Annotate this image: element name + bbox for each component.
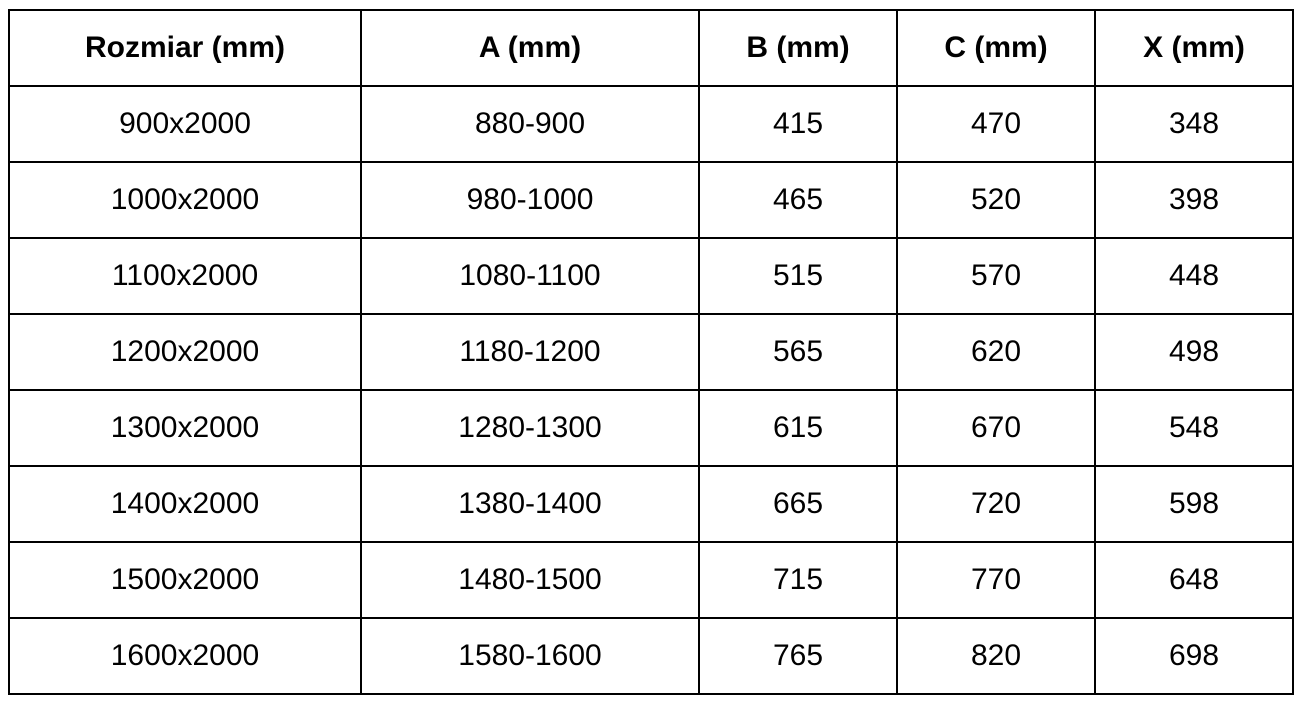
header-size: Rozmiar (mm) xyxy=(8,9,362,87)
table-row: 1600x2000 1580-1600 765 820 698 xyxy=(8,617,1294,695)
header-x: X (mm) xyxy=(1094,9,1294,87)
table-row: 1300x2000 1280-1300 615 670 548 xyxy=(8,389,1294,467)
cell-size: 1600x2000 xyxy=(8,617,362,695)
cell-x: 648 xyxy=(1094,541,1294,619)
cell-a: 980-1000 xyxy=(360,161,700,239)
cell-a: 1580-1600 xyxy=(360,617,700,695)
table-row: 1100x2000 1080-1100 515 570 448 xyxy=(8,237,1294,315)
cell-b: 415 xyxy=(698,85,898,163)
cell-b: 765 xyxy=(698,617,898,695)
cell-b: 715 xyxy=(698,541,898,619)
cell-c: 520 xyxy=(896,161,1096,239)
cell-x: 698 xyxy=(1094,617,1294,695)
cell-x: 598 xyxy=(1094,465,1294,543)
cell-b: 565 xyxy=(698,313,898,391)
cell-c: 620 xyxy=(896,313,1096,391)
table-row: 1400x2000 1380-1400 665 720 598 xyxy=(8,465,1294,543)
cell-c: 570 xyxy=(896,237,1096,315)
cell-x: 448 xyxy=(1094,237,1294,315)
table-row: 1000x2000 980-1000 465 520 398 xyxy=(8,161,1294,239)
cell-a: 1280-1300 xyxy=(360,389,700,467)
dimensions-table: Rozmiar (mm) A (mm) B (mm) C (mm) X (mm)… xyxy=(8,9,1294,695)
cell-a: 1380-1400 xyxy=(360,465,700,543)
cell-x: 348 xyxy=(1094,85,1294,163)
header-a: A (mm) xyxy=(360,9,700,87)
cell-size: 1100x2000 xyxy=(8,237,362,315)
cell-c: 820 xyxy=(896,617,1096,695)
cell-x: 398 xyxy=(1094,161,1294,239)
cell-a: 1080-1100 xyxy=(360,237,700,315)
cell-b: 465 xyxy=(698,161,898,239)
table-row: 1500x2000 1480-1500 715 770 648 xyxy=(8,541,1294,619)
cell-c: 720 xyxy=(896,465,1096,543)
cell-a: 880-900 xyxy=(360,85,700,163)
header-c: C (mm) xyxy=(896,9,1096,87)
cell-c: 670 xyxy=(896,389,1096,467)
table-row: 900x2000 880-900 415 470 348 xyxy=(8,85,1294,163)
cell-x: 548 xyxy=(1094,389,1294,467)
cell-size: 1200x2000 xyxy=(8,313,362,391)
cell-size: 1400x2000 xyxy=(8,465,362,543)
cell-size: 1000x2000 xyxy=(8,161,362,239)
cell-x: 498 xyxy=(1094,313,1294,391)
cell-size: 1300x2000 xyxy=(8,389,362,467)
cell-b: 665 xyxy=(698,465,898,543)
cell-c: 770 xyxy=(896,541,1096,619)
cell-b: 515 xyxy=(698,237,898,315)
cell-c: 470 xyxy=(896,85,1096,163)
header-row: Rozmiar (mm) A (mm) B (mm) C (mm) X (mm) xyxy=(8,9,1294,87)
cell-size: 1500x2000 xyxy=(8,541,362,619)
table-row: 1200x2000 1180-1200 565 620 498 xyxy=(8,313,1294,391)
cell-size: 900x2000 xyxy=(8,85,362,163)
cell-a: 1480-1500 xyxy=(360,541,700,619)
cell-a: 1180-1200 xyxy=(360,313,700,391)
header-b: B (mm) xyxy=(698,9,898,87)
cell-b: 615 xyxy=(698,389,898,467)
